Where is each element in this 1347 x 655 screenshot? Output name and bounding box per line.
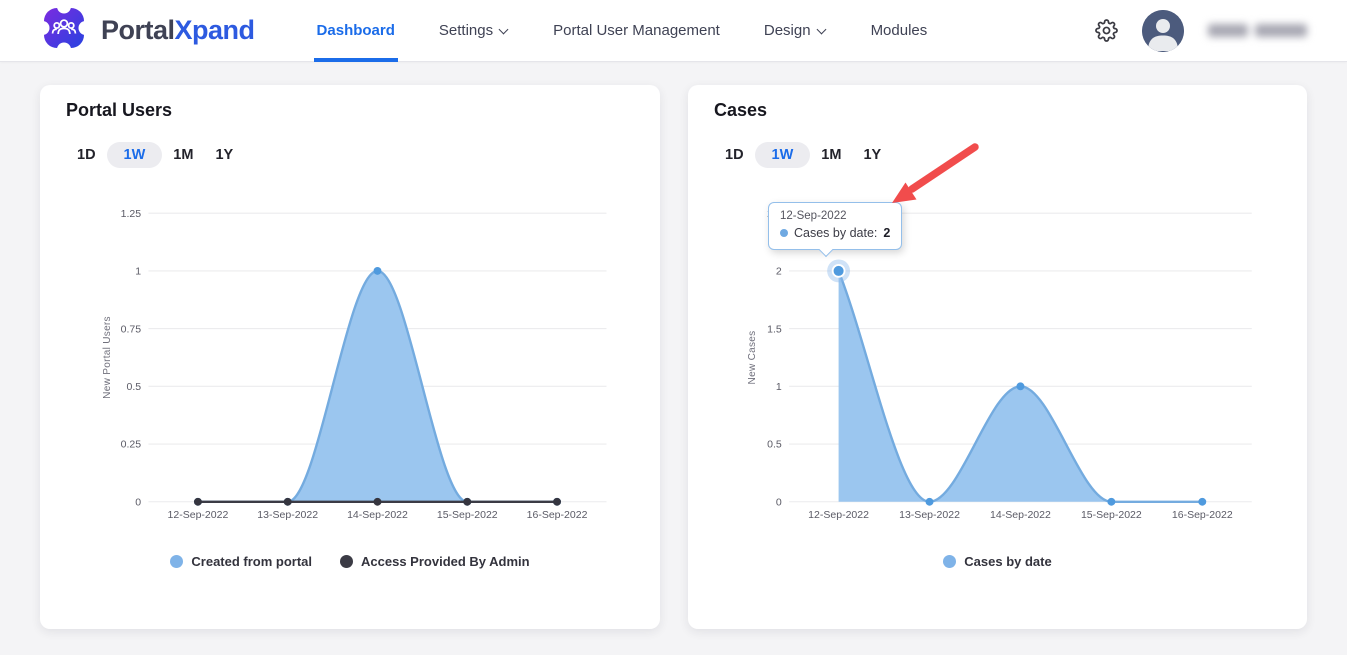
nav-item-dashboard[interactable]: Dashboard <box>313 0 399 62</box>
dashboard-content: Portal Users 1D 1W 1M 1Y 0 0.25 0.5 0.75 1 1.… <box>0 62 1347 629</box>
legend-item-cases-by-date[interactable]: Cases by date <box>943 554 1052 569</box>
nav-label: Portal User Management <box>553 22 720 39</box>
nav-label: Design <box>763 22 811 39</box>
svg-text:14-Sep-2022: 14-Sep-2022 <box>347 509 408 521</box>
legend-label: Cases by date <box>964 554 1052 569</box>
tooltip-label: Cases by date: <box>794 226 878 240</box>
user-avatar[interactable] <box>1142 9 1184 52</box>
card-title: Cases <box>714 100 768 120</box>
svg-text:15-Sep-2022: 15-Sep-2022 <box>1081 509 1142 521</box>
range-1d-button[interactable]: 1D <box>77 147 96 163</box>
range-1m-button[interactable]: 1M <box>173 147 194 163</box>
user-name-redacted[interactable] <box>1208 24 1307 37</box>
svg-text:12-Sep-2022: 12-Sep-2022 <box>808 509 869 521</box>
legend-dot-blue <box>943 555 957 568</box>
legend-dot-dark <box>340 555 354 568</box>
chart-tooltip: 12-Sep-2022 Cases by date: 2 <box>768 202 903 257</box>
gear-icon[interactable] <box>1094 19 1118 43</box>
range-1w-button[interactable]: 1W <box>106 142 163 168</box>
brand-name: PortalXpand <box>101 17 255 44</box>
svg-text:1: 1 <box>135 266 141 278</box>
chevron-down-icon <box>499 24 509 34</box>
svg-text:13-Sep-2022: 13-Sep-2022 <box>899 509 960 521</box>
range-1y-button[interactable]: 1Y <box>863 147 882 163</box>
svg-text:2: 2 <box>776 266 782 278</box>
card-title: Portal Users <box>66 100 173 120</box>
svg-text:1.25: 1.25 <box>121 208 142 220</box>
legend-label: Created from portal <box>191 554 313 569</box>
svg-text:16-Sep-2022: 16-Sep-2022 <box>1172 509 1233 521</box>
portal-users-card: Portal Users 1D 1W 1M 1Y 0 0.25 0.5 0.75 1 1.… <box>40 85 660 629</box>
svg-text:0.25: 0.25 <box>121 439 142 451</box>
tooltip-series-dot <box>780 229 788 237</box>
portal-users-chart: 0 0.25 0.5 0.75 1 1.25 12-Sep-2022 13-Sep-2022 1… <box>102 208 607 521</box>
svg-text:0: 0 <box>135 496 141 508</box>
top-navigation-bar: PortalXpand Dashboard Settings Portal Us… <box>0 0 1347 62</box>
svg-text:14-Sep-2022: 14-Sep-2022 <box>990 509 1051 521</box>
brand-name-primary: Portal <box>101 15 175 45</box>
range-1m-button[interactable]: 1M <box>821 147 842 163</box>
chart-legend: Cases by date <box>714 554 1281 569</box>
nav-item-modules[interactable]: Modules <box>871 0 928 62</box>
legend-item-access-provided-by-admin[interactable]: Access Provided By Admin <box>340 554 530 569</box>
svg-text:15-Sep-2022: 15-Sep-2022 <box>437 509 498 521</box>
svg-text:0.5: 0.5 <box>767 439 782 451</box>
legend-dot-blue <box>170 555 184 568</box>
portalxpand-logo-icon <box>35 0 93 57</box>
svg-text:1: 1 <box>776 381 782 393</box>
tooltip-value: 2 <box>883 226 891 240</box>
legend-item-created-from-portal[interactable]: Created from portal <box>170 554 312 569</box>
nav-item-design[interactable]: Design <box>764 0 827 62</box>
svg-text:13-Sep-2022: 13-Sep-2022 <box>257 509 318 521</box>
svg-text:New Portal Users: New Portal Users <box>102 316 113 399</box>
range-selector: 1D 1W 1M 1Y <box>714 142 1281 168</box>
brand[interactable]: PortalXpand <box>35 0 255 57</box>
range-selector: 1D 1W 1M 1Y <box>66 142 634 168</box>
nav-item-portal-user-management[interactable]: Portal User Management <box>553 0 720 62</box>
nav-label: Modules <box>870 22 928 39</box>
svg-text:1.5: 1.5 <box>767 323 782 335</box>
tooltip-date: 12-Sep-2022 <box>780 210 847 222</box>
chart-legend: Created from portal Access Provided By A… <box>66 554 634 569</box>
header-right <box>1094 9 1307 52</box>
tooltip-row: Cases by date: 2 <box>769 223 901 249</box>
legend-label: Access Provided By Admin <box>361 554 530 569</box>
nav-label: Settings <box>438 22 494 39</box>
range-1d-button[interactable]: 1D <box>725 147 744 163</box>
nav-label: Dashboard <box>316 22 395 39</box>
svg-text:0: 0 <box>776 496 782 508</box>
svg-text:New Cases: New Cases <box>747 331 758 385</box>
svg-text:0.5: 0.5 <box>126 381 141 393</box>
main-nav: Dashboard Settings Portal User Managemen… <box>313 0 928 62</box>
nav-item-settings[interactable]: Settings <box>439 0 509 62</box>
cases-card: Cases 1D 1W 1M 1Y 00.511.522.512-Sep-202… <box>688 85 1307 629</box>
range-1y-button[interactable]: 1Y <box>215 147 234 163</box>
chevron-down-icon <box>817 24 827 34</box>
svg-text:16-Sep-2022: 16-Sep-2022 <box>527 509 588 521</box>
svg-text:12-Sep-2022: 12-Sep-2022 <box>168 509 229 521</box>
svg-text:0.75: 0.75 <box>121 323 142 335</box>
brand-name-accent: Xpand <box>174 15 256 45</box>
range-1w-button[interactable]: 1W <box>754 142 811 168</box>
